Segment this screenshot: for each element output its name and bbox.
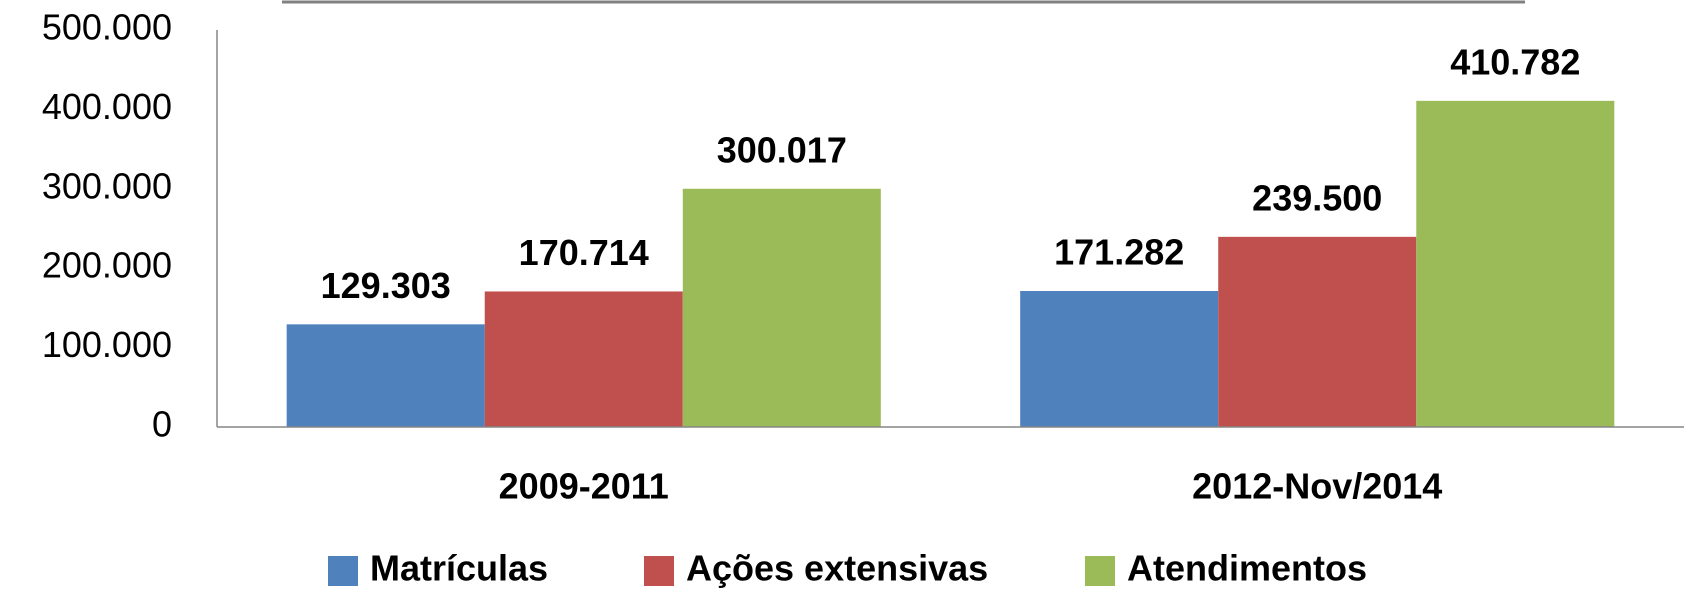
data-label: 129.303 <box>321 265 451 306</box>
y-tick-label: 400.000 <box>42 86 172 127</box>
y-tick-label: 200.000 <box>42 245 172 286</box>
legend-swatch <box>328 556 358 586</box>
bar <box>1416 100 1615 428</box>
legend-label: Matrículas <box>370 548 548 589</box>
y-tick-label: 0 <box>152 404 172 445</box>
x-tick-label: 2012-Nov/2014 <box>1192 466 1442 507</box>
legend-swatch <box>644 556 674 586</box>
bar <box>682 188 881 427</box>
legend-swatch <box>1085 556 1115 586</box>
bar <box>1020 291 1219 427</box>
data-label: 171.282 <box>1054 232 1184 273</box>
data-label: 239.500 <box>1252 177 1382 218</box>
bar <box>1218 236 1417 427</box>
legend-label: Atendimentos <box>1127 548 1367 589</box>
data-label: 170.714 <box>519 232 649 273</box>
y-tick-label: 500.000 <box>42 7 172 48</box>
y-tick-label: 100.000 <box>42 324 172 365</box>
data-label: 410.782 <box>1450 41 1580 82</box>
y-tick-label: 300.000 <box>42 165 172 206</box>
bar <box>286 324 485 427</box>
x-tick-label: 2009-2011 <box>499 466 669 507</box>
bar <box>484 291 683 427</box>
legend-label: Ações extensivas <box>686 548 988 589</box>
data-label: 300.017 <box>717 129 847 170</box>
